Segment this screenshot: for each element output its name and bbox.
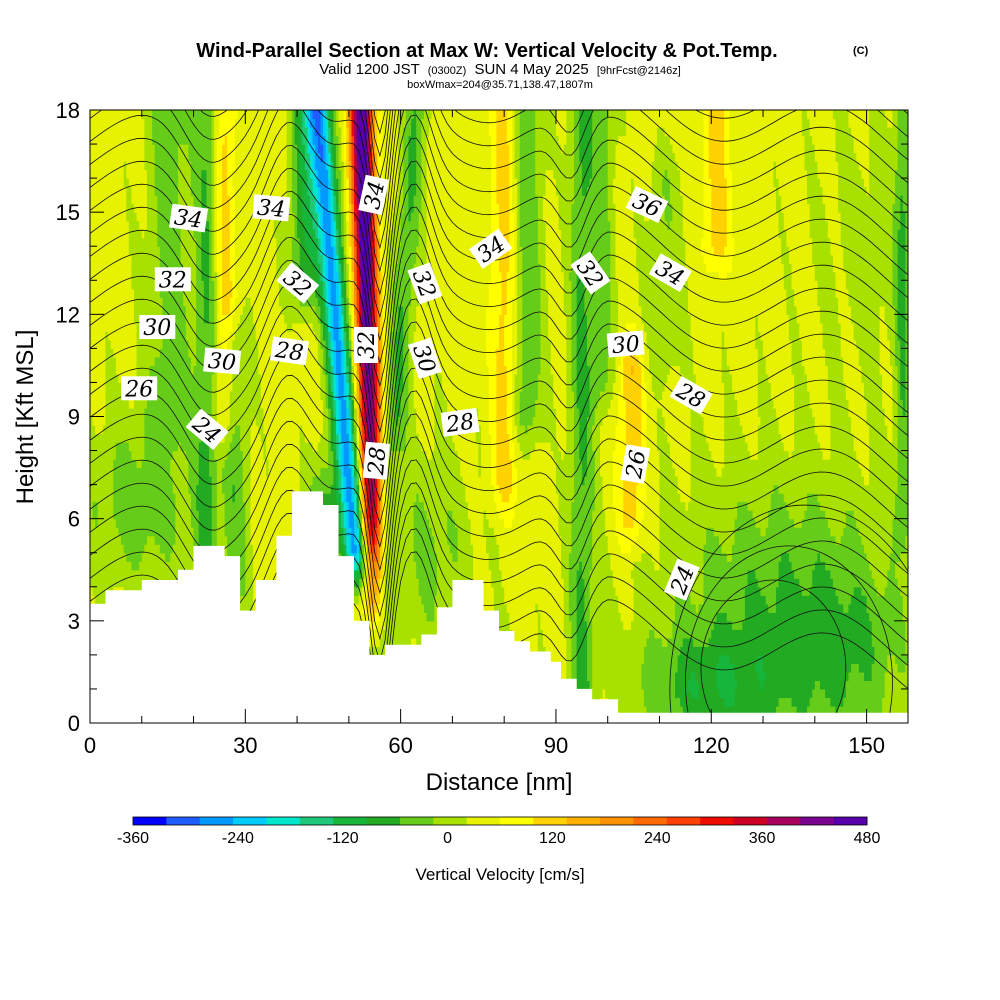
svg-text:26: 26: [124, 377, 153, 402]
colorbar-swatch: [566, 817, 601, 825]
colorbar-swatch: [600, 817, 634, 825]
contour-label: 26: [620, 444, 652, 484]
colorbar-swatch: [133, 817, 167, 825]
contour-label: 30: [139, 315, 176, 341]
terrain-mask: [90, 491, 908, 723]
contour-label: 28: [269, 336, 309, 367]
colorbar-swatch: [533, 817, 568, 825]
colorbar-swatch: [466, 817, 501, 825]
contour-label: 30: [606, 330, 645, 359]
potential-temperature-contours: [90, 110, 908, 723]
svg-text:30: 30: [143, 316, 171, 341]
x-tick-label: 0: [84, 733, 96, 758]
contour-label: 32: [354, 327, 380, 363]
colorbar-tick-label: -120: [327, 830, 359, 847]
colorbar-tick-label: 240: [644, 830, 671, 847]
contour-label: 28: [440, 407, 480, 438]
contour-label: 34: [169, 203, 209, 234]
contour-label: 34: [252, 194, 291, 223]
chart-title: Wind-Parallel Section at Max W: Vertical…: [196, 40, 777, 62]
y-tick-label: 18: [56, 98, 80, 123]
contour-label: 30: [203, 347, 242, 376]
colorbar-swatch: [399, 817, 434, 825]
colorbar-swatch: [800, 817, 835, 825]
x-tick-label: 120: [693, 733, 730, 758]
colorbar-swatch: [700, 817, 735, 825]
contour-label: 34: [358, 174, 390, 215]
y-tick-label: 9: [68, 405, 80, 430]
x-tick-label: 150: [848, 733, 885, 758]
colorbar-swatch: [233, 817, 267, 825]
colorbar-swatch: [166, 817, 201, 825]
colorbar-tick-label: 480: [854, 830, 881, 847]
subtitle-forecast: [9hrFcst@2146z]: [597, 65, 681, 77]
contour-label: 28: [362, 441, 391, 480]
colorbar-swatch: [833, 817, 868, 825]
y-tick-label: 12: [56, 302, 80, 327]
x-axis: 0 30 60 90 120 150: [84, 110, 885, 758]
colorbar-swatch: [266, 817, 301, 825]
subtitle-utc: (0300Z): [428, 65, 467, 77]
colorbar-tick-label: -240: [222, 830, 254, 847]
chart-title-tag: (C): [853, 45, 869, 57]
x-tick-label: 90: [544, 733, 568, 758]
colorbar-tick-label: 120: [539, 830, 566, 847]
subtitle-valid: Valid 1200 JST: [319, 61, 419, 78]
svg-text:26: 26: [622, 448, 652, 481]
y-tick-label: 3: [68, 609, 80, 634]
colorbar-tick-label: -360: [117, 830, 149, 847]
svg-text:34: 34: [173, 205, 204, 234]
colorbar-swatch: [733, 817, 768, 825]
colorbar-swatch: [299, 817, 334, 825]
svg-text:34: 34: [256, 196, 286, 223]
colorbar-swatch: [500, 817, 534, 825]
x-tick-label: 30: [233, 733, 257, 758]
svg-text:28: 28: [273, 338, 305, 367]
svg-text:32: 32: [355, 331, 380, 359]
colorbar-label: Vertical Velocity [cm/s]: [415, 865, 584, 884]
svg-text:30: 30: [207, 349, 237, 376]
subtitle-date: SUN 4 May 2025: [474, 61, 588, 78]
chart-subtitle: Valid 1200 JST (0300Z) SUN 4 May 2025 [9…: [319, 61, 681, 78]
chart-info-line: boxWmax=204@35.71,138.47,1807m: [407, 79, 593, 91]
y-tick-label: 15: [56, 200, 80, 225]
x-tick-label: 60: [388, 733, 412, 758]
svg-text:30: 30: [611, 332, 641, 359]
colorbar-swatch: [666, 817, 701, 825]
x-axis-label: Distance [nm]: [426, 769, 573, 796]
y-tick-label: 0: [68, 711, 80, 736]
colorbar-swatch: [633, 817, 668, 825]
colorbar-tick-label: 360: [749, 830, 776, 847]
colorbar-swatch: [366, 817, 401, 825]
svg-text:28: 28: [444, 409, 476, 438]
contour-label: 32: [154, 267, 191, 293]
y-axis: 0 3 6 9 12 15 18: [56, 98, 908, 736]
svg-text:34: 34: [360, 179, 390, 212]
y-tick-label: 6: [68, 507, 80, 532]
colorbar-swatch: [766, 817, 801, 825]
y-axis-label: Height [Kft MSL]: [12, 330, 39, 505]
colorbar: -360 -240 -120 0 120 240 360 480: [117, 816, 881, 847]
colorbar-swatch: [333, 817, 368, 825]
colorbar-swatch: [199, 817, 234, 825]
colorbar-tick-label: 0: [443, 830, 452, 847]
colorbar-swatch: [433, 817, 468, 825]
svg-text:28: 28: [364, 446, 391, 477]
contour-label: 26: [121, 376, 158, 402]
svg-text:32: 32: [159, 268, 187, 293]
